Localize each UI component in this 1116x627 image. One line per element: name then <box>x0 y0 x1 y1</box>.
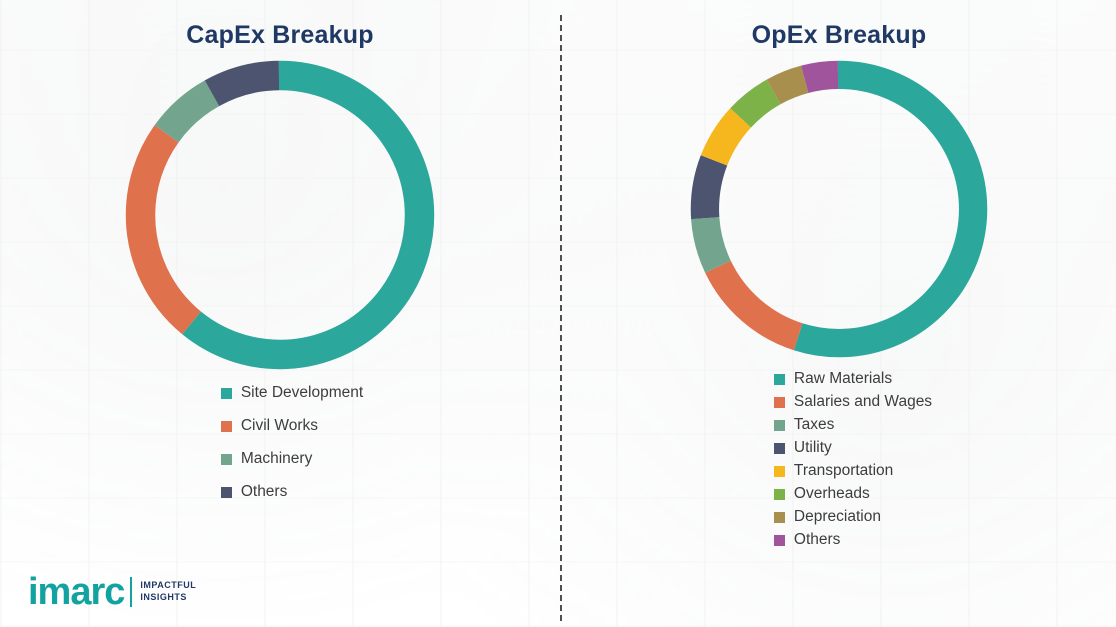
legend-label: Others <box>240 483 288 500</box>
legend-item: Civil Works <box>220 417 363 435</box>
legend-label: Utility <box>793 439 832 456</box>
imarc-logo: imarc IMPACTFUL INSIGHTS <box>28 573 196 611</box>
legend-swatch <box>773 373 785 385</box>
opex-donut-svg <box>690 60 988 358</box>
legend-item: Others <box>773 531 932 549</box>
legend-swatch <box>773 465 785 477</box>
legend-swatch <box>773 396 785 408</box>
capex-donut-svg <box>125 60 435 370</box>
opex-title: OpEx Breakup <box>751 21 927 49</box>
capex-legend: Site Development Civil Works Machinery Othe… <box>220 384 364 501</box>
legend-item: Raw Materials <box>773 370 932 388</box>
capex-donut-chart <box>0 60 560 370</box>
legend-item: Utility <box>773 439 932 457</box>
legend-label: Others <box>793 531 841 548</box>
imarc-logo-wordmark: imarc <box>28 571 125 613</box>
legend-swatch <box>220 420 232 432</box>
legend-label: Taxes <box>793 416 835 433</box>
donut-segment-utility <box>690 60 988 358</box>
opex-legend: Raw Materials Salaries and Wages Taxes Util… <box>773 370 933 549</box>
legend-swatch <box>773 442 785 454</box>
legend-item: Site Development <box>220 384 364 402</box>
legend-label: Depreciation <box>793 508 881 525</box>
opex-donut-chart <box>562 60 1116 358</box>
legend-item: Taxes <box>773 416 932 434</box>
legend-swatch <box>220 486 232 498</box>
legend-swatch <box>220 387 232 399</box>
legend-swatch <box>773 511 785 523</box>
legend-swatch <box>220 453 232 465</box>
legend-item: Overheads <box>773 485 932 503</box>
legend-label: Site Development <box>240 384 364 401</box>
legend-item: Others <box>220 483 363 501</box>
legend-label: Salaries and Wages <box>793 393 933 410</box>
donut-segment-raw-materials <box>690 60 988 358</box>
legend-label: Machinery <box>240 450 313 467</box>
imarc-logo-divider <box>130 577 133 607</box>
donut-segment-civil-works <box>125 60 435 370</box>
imarc-logo-tagline: IMPACTFUL INSIGHTS <box>140 580 196 603</box>
opex-section: OpEx Breakup Raw Materials Salaries and W… <box>562 0 1116 627</box>
legend-item: Depreciation <box>773 508 932 526</box>
legend-item: Machinery <box>220 450 363 468</box>
section-divider <box>560 15 562 621</box>
legend-item: Salaries and Wages <box>773 393 933 411</box>
donut-segment-site-development <box>125 60 435 370</box>
legend-swatch <box>773 488 785 500</box>
legend-label: Overheads <box>793 485 870 502</box>
legend-swatch <box>773 534 785 546</box>
legend-label: Transportation <box>793 462 894 479</box>
imarc-tagline-line2: INSIGHTS <box>140 592 187 602</box>
legend-swatch <box>773 419 785 431</box>
imarc-tagline-line1: IMPACTFUL <box>140 580 197 591</box>
capex-section: CapEx Breakup Site Development Civil Work… <box>0 21 560 501</box>
legend-item: Transportation <box>773 462 932 480</box>
legend-label: Civil Works <box>240 417 319 434</box>
legend-label: Raw Materials <box>793 370 893 387</box>
capex-title: CapEx Breakup <box>186 21 374 49</box>
